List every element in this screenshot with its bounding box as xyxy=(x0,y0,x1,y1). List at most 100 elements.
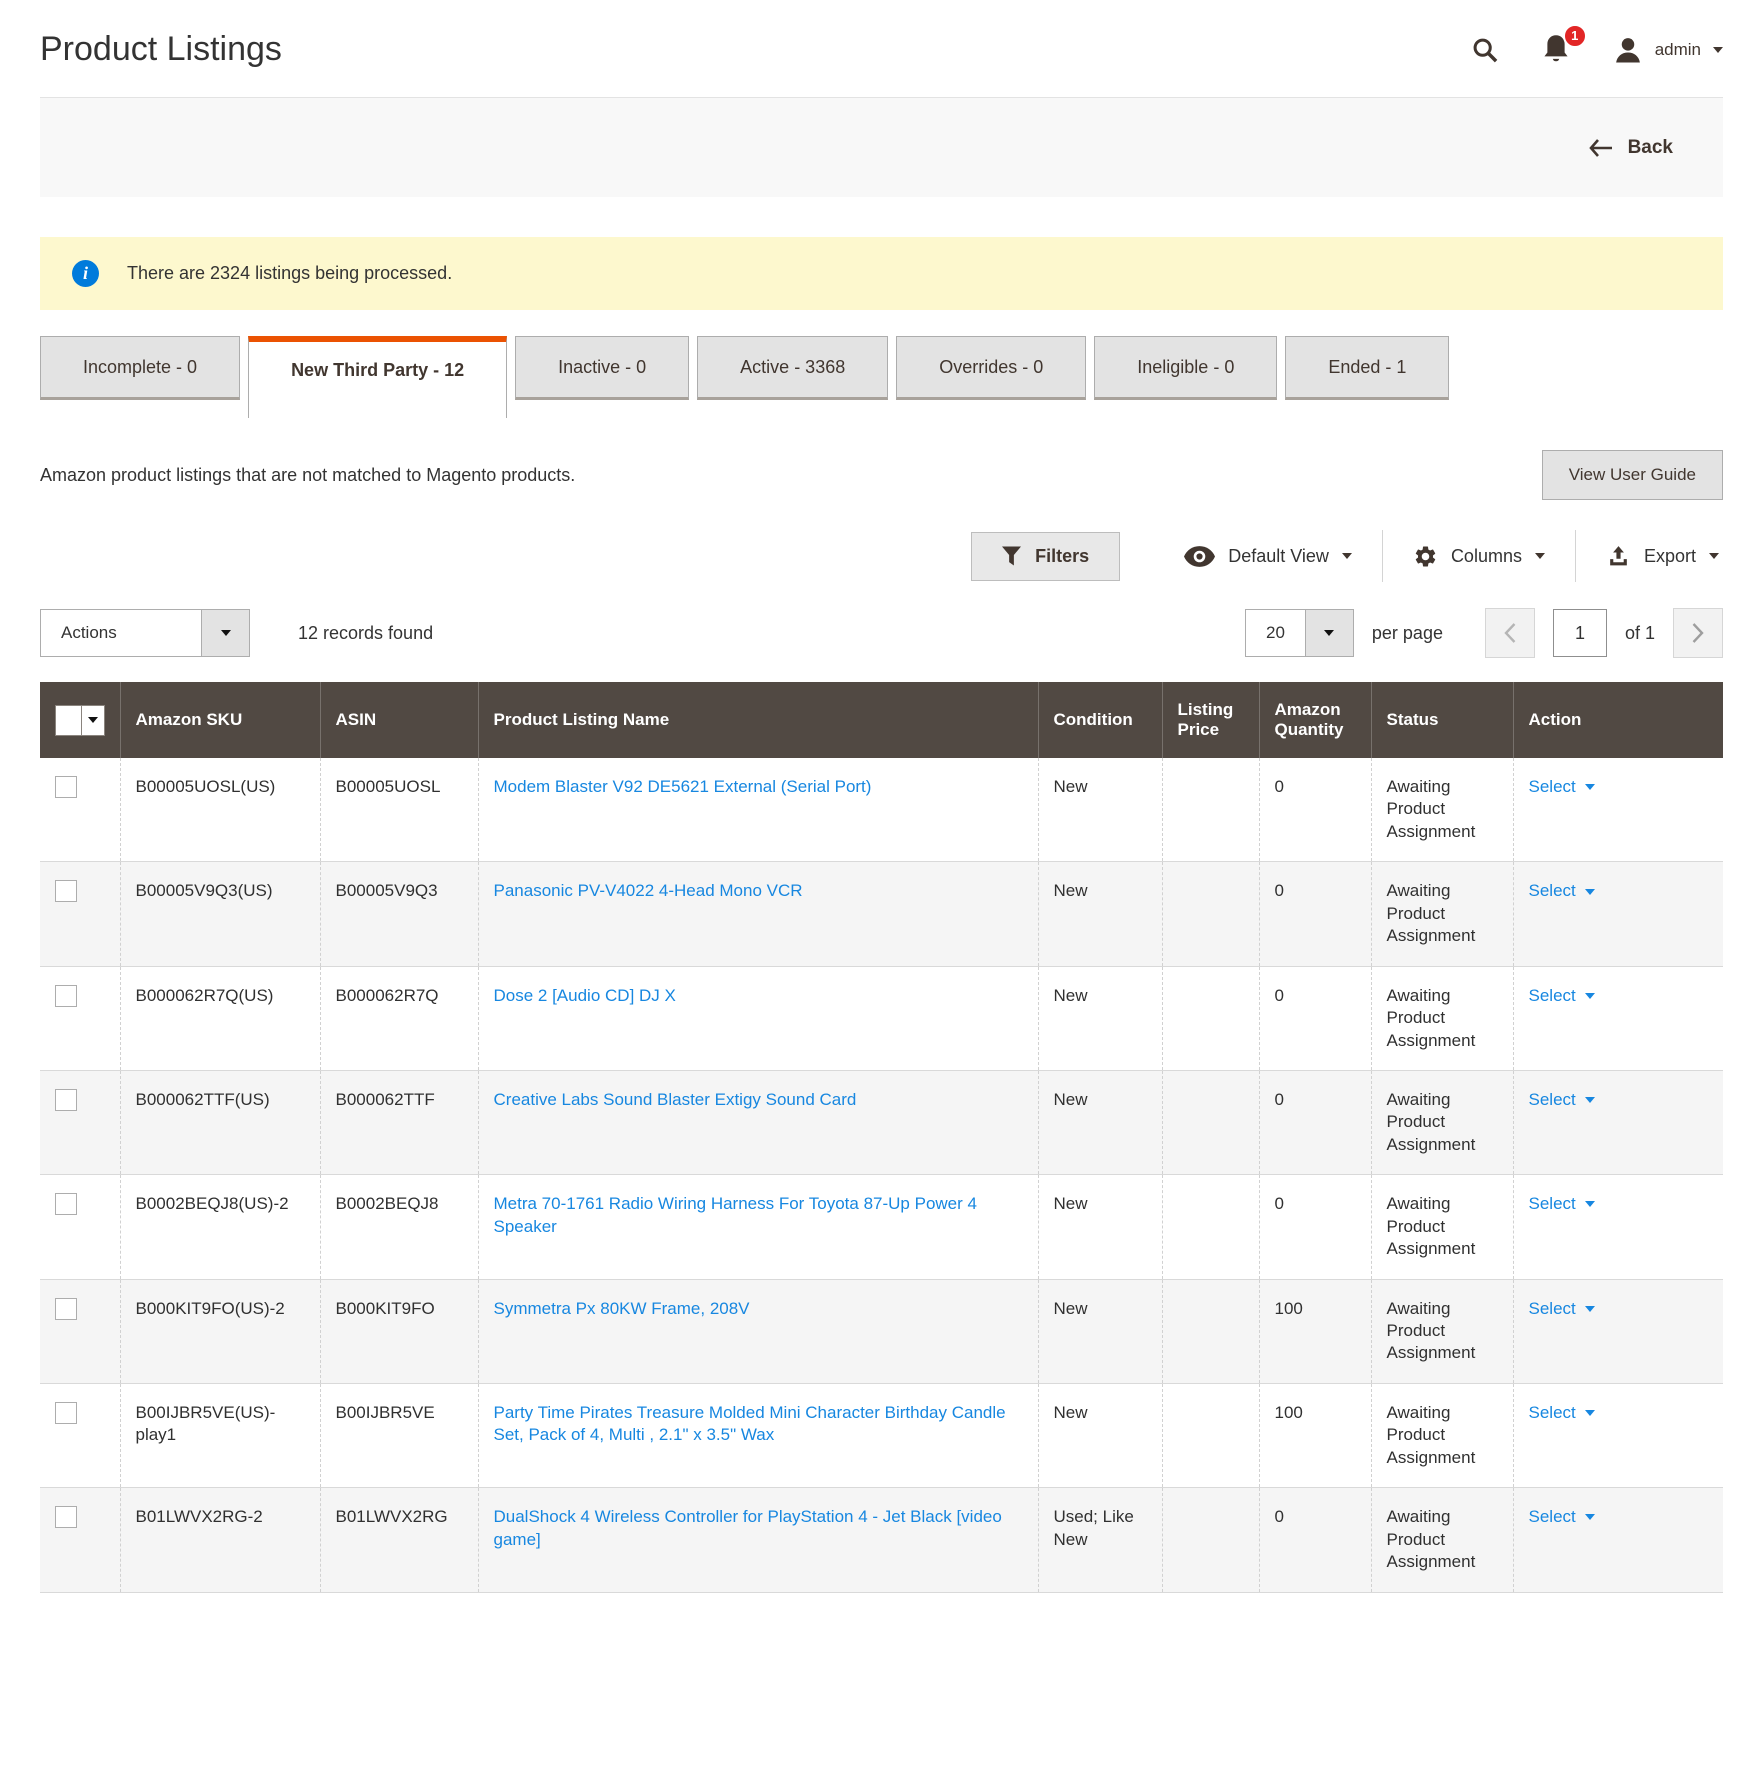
cell-condition: New xyxy=(1037,966,1162,1071)
row-checkbox[interactable] xyxy=(55,1193,77,1216)
actions-select-caret xyxy=(201,610,249,656)
column-header-status[interactable]: Status xyxy=(1370,682,1513,758)
page-actions-bar: Back xyxy=(40,97,1723,197)
cell-asin: B000062R7Q xyxy=(319,966,478,1071)
row-checkbox[interactable] xyxy=(55,1088,77,1111)
select-all-checkbox[interactable] xyxy=(55,704,105,736)
product-listing-link[interactable]: Creative Labs Sound Blaster Extigy Sound… xyxy=(493,1089,857,1109)
column-header-condition[interactable]: Condition xyxy=(1037,682,1162,758)
select-action-menu[interactable]: Select xyxy=(1529,1298,1595,1320)
chevron-down-icon xyxy=(1584,1201,1595,1208)
view-user-guide-button[interactable]: View User Guide xyxy=(1541,450,1723,500)
back-arrow-icon xyxy=(1588,138,1612,157)
tab-overrides[interactable]: Overrides - 0 xyxy=(896,336,1087,400)
column-header-asin[interactable]: ASIN xyxy=(319,682,478,758)
page-number-input[interactable] xyxy=(1552,609,1607,657)
table-row: B000062TTF(US) B000062TTF Creative Labs … xyxy=(40,1070,1723,1176)
product-listing-link[interactable]: Party Time Pirates Treasure Molded Mini … xyxy=(493,1402,1006,1445)
product-listing-link[interactable]: Modem Blaster V92 DE5621 External (Seria… xyxy=(493,777,872,796)
admin-username: admin xyxy=(1654,39,1701,59)
tab-new-third-party[interactable]: New Third Party - 12 xyxy=(248,336,508,418)
columns-menu[interactable]: Columns xyxy=(1383,544,1575,569)
cell-asin: B00005UOSL xyxy=(319,758,478,863)
product-listing-link[interactable]: Dose 2 [Audio CD] DJ X xyxy=(493,985,676,1005)
tab-ineligible[interactable]: Ineligible - 0 xyxy=(1094,336,1278,400)
select-action-menu[interactable]: Select xyxy=(1529,985,1595,1007)
row-checkbox[interactable] xyxy=(55,880,77,903)
select-action-menu[interactable]: Select xyxy=(1529,1193,1595,1215)
product-listing-link[interactable]: Symmetra Px 80KW Frame, 208V xyxy=(493,1298,750,1318)
column-header-name[interactable]: Product Listing Name xyxy=(477,682,1038,758)
cell-quantity: 0 xyxy=(1258,1070,1371,1176)
product-listing-link[interactable]: Metra 70-1761 Radio Wiring Harness For T… xyxy=(493,1194,977,1236)
tab-active[interactable]: Active - 3368 xyxy=(697,336,889,400)
prev-page-button[interactable] xyxy=(1484,608,1535,658)
table-row: B000062R7Q(US) B000062R7Q Dose 2 [Audio … xyxy=(40,966,1723,1071)
filters-button[interactable]: Filters xyxy=(971,531,1121,581)
row-checkbox[interactable] xyxy=(55,1506,77,1529)
chevron-down-icon xyxy=(1584,992,1595,999)
select-action-menu[interactable]: Select xyxy=(1529,1506,1595,1528)
select-action-menu[interactable]: Select xyxy=(1529,1089,1595,1111)
cell-status: Awaiting Product Assignment xyxy=(1370,1070,1513,1176)
column-header-sku[interactable]: Amazon SKU xyxy=(119,682,320,758)
cell-status: Awaiting Product Assignment xyxy=(1370,1383,1513,1489)
export-menu[interactable]: Export xyxy=(1576,544,1723,569)
grid-controls: Actions 12 records found 20 per page of … xyxy=(40,608,1723,658)
select-all-caret xyxy=(81,705,104,735)
column-header-price[interactable]: Listing Price xyxy=(1161,682,1259,758)
tab-ended[interactable]: Ended - 1 xyxy=(1285,336,1450,400)
page-title: Product Listings xyxy=(40,30,282,68)
per-page-caret xyxy=(1304,610,1353,656)
default-view-menu[interactable]: Default View xyxy=(1154,546,1382,567)
next-page-button[interactable] xyxy=(1673,608,1723,658)
table-row: B00005UOSL(US) B00005UOSL Modem Blaster … xyxy=(40,758,1723,863)
back-label: Back xyxy=(1627,136,1673,158)
row-checkbox[interactable] xyxy=(55,1401,77,1424)
cell-sku: B0002BEQJ8(US)-2 xyxy=(119,1174,320,1280)
table-row: B01LWVX2RG-2 B01LWVX2RG DualShock 4 Wire… xyxy=(40,1487,1723,1593)
notifications-bell-icon[interactable]: 1 xyxy=(1541,23,1587,66)
cell-sku: B000062TTF(US) xyxy=(119,1070,320,1176)
cell-quantity: 100 xyxy=(1258,1383,1371,1489)
row-checkbox[interactable] xyxy=(55,776,77,798)
export-label: Export xyxy=(1643,545,1696,566)
listing-tabs: Incomplete - 0 New Third Party - 12 Inac… xyxy=(40,336,1723,418)
product-listing-link[interactable]: DualShock 4 Wireless Controller for Play… xyxy=(493,1507,1002,1549)
back-button[interactable]: Back xyxy=(1588,137,1673,159)
cell-sku: B00005UOSL(US) xyxy=(119,758,320,863)
per-page-select[interactable]: 20 xyxy=(1244,609,1354,657)
cell-sku: B00IJBR5VE(US)-play1 xyxy=(119,1383,320,1489)
page: Product Listings 1 admin Back i There ar… xyxy=(40,23,1723,1593)
admin-account-menu[interactable]: admin xyxy=(1613,35,1723,65)
cell-price xyxy=(1161,861,1259,967)
gear-icon xyxy=(1415,546,1436,566)
cell-condition: Used; Like New xyxy=(1037,1487,1162,1593)
row-checkbox[interactable] xyxy=(55,1297,77,1320)
select-action-menu[interactable]: Select xyxy=(1529,1402,1595,1424)
table-row: B000KIT9FO(US)-2 B000KIT9FO Symmetra Px … xyxy=(40,1279,1723,1384)
row-checkbox[interactable] xyxy=(55,984,77,1007)
tab-inactive[interactable]: Inactive - 0 xyxy=(515,336,690,400)
cell-sku: B000062R7Q(US) xyxy=(119,966,320,1071)
cell-quantity: 0 xyxy=(1258,1487,1371,1593)
column-header-action[interactable]: Action xyxy=(1512,682,1723,758)
column-header-quantity[interactable]: Amazon Quantity xyxy=(1258,682,1371,758)
pagination-controls: 20 per page of 1 xyxy=(1244,608,1723,658)
chevron-down-icon xyxy=(1584,888,1595,895)
tab-incomplete[interactable]: Incomplete - 0 xyxy=(40,336,241,400)
eye-icon xyxy=(1184,545,1216,567)
select-action-menu[interactable]: Select xyxy=(1529,880,1595,902)
cell-asin: B000062TTF xyxy=(319,1070,478,1176)
chevron-left-icon xyxy=(1504,623,1516,643)
notification-count-badge: 1 xyxy=(1562,23,1587,48)
product-listing-link[interactable]: Panasonic PV-V4022 4-Head Mono VCR xyxy=(493,881,803,901)
cell-sku: B01LWVX2RG-2 xyxy=(119,1487,320,1593)
search-icon[interactable] xyxy=(1471,36,1499,64)
table-header-row: Amazon SKU ASIN Product Listing Name Con… xyxy=(40,682,1723,758)
select-action-menu[interactable]: Select xyxy=(1529,776,1595,798)
actions-select[interactable]: Actions xyxy=(40,609,250,657)
cell-sku: B00005V9Q3(US) xyxy=(119,861,320,967)
select-all-header xyxy=(40,682,120,758)
cell-price xyxy=(1161,1070,1259,1176)
